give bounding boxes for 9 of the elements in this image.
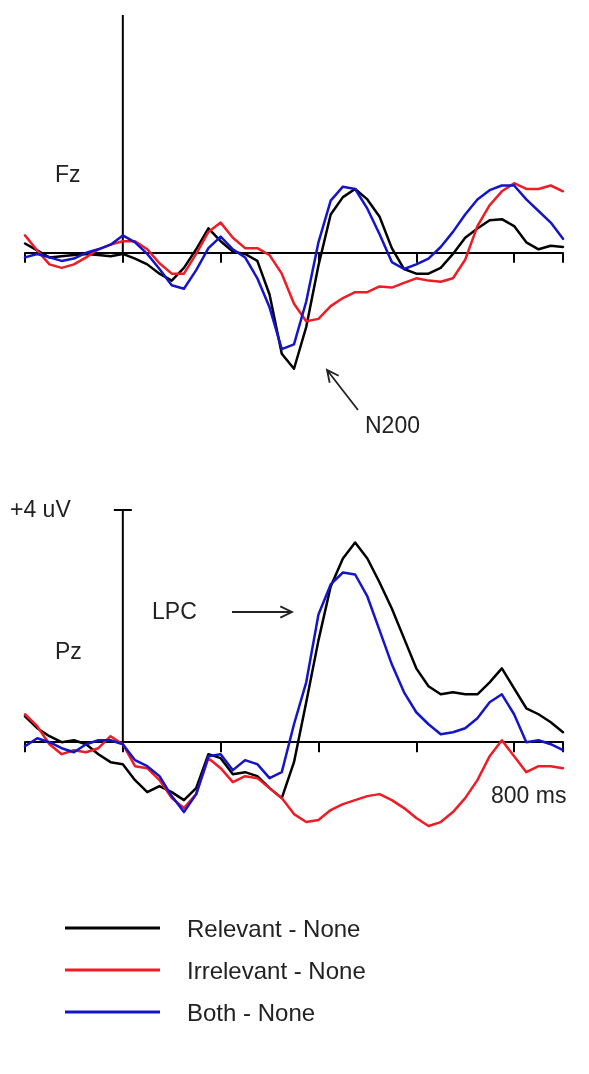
legend-label: Relevant - None	[187, 914, 361, 942]
annotation: 800 ms	[491, 782, 567, 808]
annotation: Pz	[55, 638, 82, 664]
legend-label: Both - None	[187, 998, 316, 1026]
legend-label: Irrelevant - None	[187, 956, 366, 984]
text: +4 uV	[10, 496, 71, 522]
annotation: LPC	[152, 598, 197, 624]
text: N200	[365, 412, 420, 438]
annotation: Fz	[55, 161, 81, 187]
